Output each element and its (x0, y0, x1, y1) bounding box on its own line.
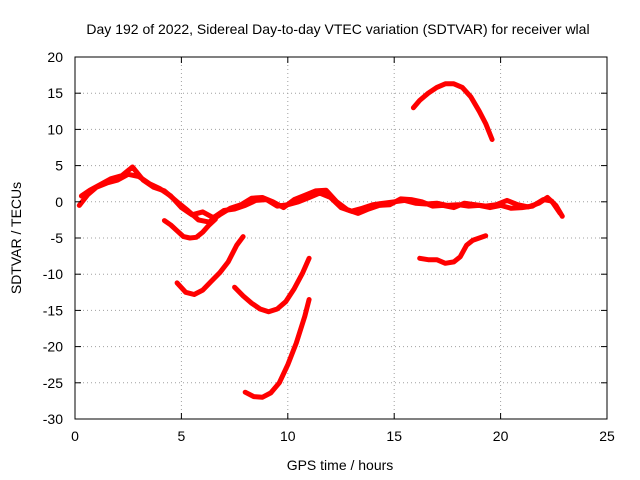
y-tick-label: -5 (51, 230, 64, 246)
y-tick-label: -15 (43, 302, 63, 318)
y-tick-label: 5 (55, 158, 63, 174)
y-tick-label: 20 (47, 49, 63, 65)
y-tick-label: 15 (47, 85, 63, 101)
x-tick-label: 10 (280, 428, 296, 444)
y-tick-label: -25 (43, 375, 63, 391)
y-tick-label: -30 (43, 411, 63, 427)
tick-labels: 0 5 10 15 20 25 -30 -25 -20 -15 -10 -5 0 5 10 15 20 (43, 49, 615, 444)
x-tick-label: 5 (178, 428, 186, 444)
axis-ticks (74, 56, 608, 420)
series-steep-8-11 (242, 297, 312, 400)
series-main-band-b (78, 164, 565, 225)
x-tick-label: 25 (599, 428, 615, 444)
series-peak-16-19 (410, 81, 495, 142)
series-arc-4-6 (161, 216, 218, 241)
y-tick-label: 0 (55, 194, 63, 210)
x-axis-label: GPS time / hours (287, 457, 394, 473)
chart-title: Day 192 of 2022, Sidereal Day-to-day VTE… (86, 21, 589, 37)
y-tick-label: -10 (43, 266, 63, 282)
y-tick-label: -20 (43, 339, 63, 355)
x-tick-label: 20 (493, 428, 509, 444)
y-axis-label: SDTVAR / TECUs (8, 182, 24, 294)
x-tick-label: 0 (71, 428, 79, 444)
y-tick-label: 10 (47, 121, 63, 137)
series-rise-5-8 (174, 234, 246, 297)
series-main-band-a (76, 171, 563, 221)
grid (75, 57, 607, 419)
series-arc-7-11 (232, 255, 312, 315)
x-tick-label: 15 (386, 428, 402, 444)
series-layer (76, 81, 565, 400)
series-low-16-19 (417, 233, 489, 266)
